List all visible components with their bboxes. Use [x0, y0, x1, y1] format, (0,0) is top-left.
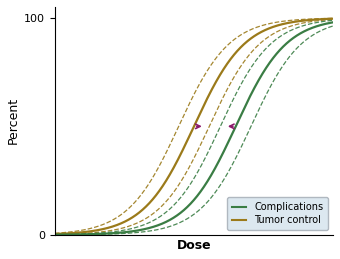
Y-axis label: Percent: Percent — [7, 97, 20, 145]
X-axis label: Dose: Dose — [177, 239, 211, 252]
Legend: Complications, Tumor control: Complications, Tumor control — [227, 197, 328, 230]
